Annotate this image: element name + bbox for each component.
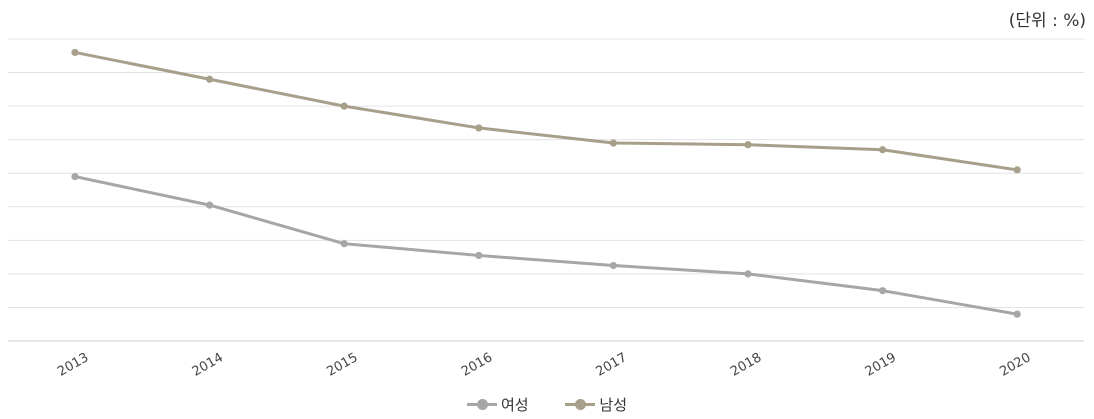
data-point — [609, 139, 618, 147]
data-point — [879, 287, 887, 295]
series-male — [71, 48, 1021, 174]
x-tick-label: 2019 — [863, 350, 899, 380]
data-point — [340, 240, 348, 248]
legend-swatch-female — [467, 399, 497, 410]
data-point — [609, 261, 618, 270]
x-tick-label: 2020 — [997, 350, 1033, 380]
x-tick-label: 2017 — [594, 350, 630, 380]
legend-label-male: 남성 — [599, 396, 627, 414]
legend-swatch-male — [565, 399, 596, 410]
series-line — [73, 175, 1019, 316]
gridlines — [8, 38, 1084, 342]
legend-marker-male — [575, 399, 587, 410]
x-tick-label: 2016 — [459, 350, 495, 380]
data-point — [206, 75, 214, 83]
legend: 여성 남성 — [0, 392, 1094, 415]
data-point — [206, 201, 214, 209]
legend-item-male: 남성 — [565, 394, 627, 415]
data-point — [879, 146, 887, 154]
legend-label-female: 여성 — [501, 396, 529, 414]
legend-marker-female — [477, 399, 488, 410]
data-point — [744, 270, 752, 278]
data-point — [340, 102, 348, 110]
unit-label: (단위 : %) — [1008, 11, 1086, 31]
data-point — [1013, 310, 1021, 318]
x-tick-label: 2018 — [728, 350, 764, 380]
x-tick-label: 2013 — [55, 350, 91, 380]
x-tick-label: 2014 — [190, 350, 226, 380]
data-point — [475, 251, 483, 260]
data-point — [71, 172, 79, 181]
series — [71, 48, 1021, 318]
x-tick-labels: 2013 2014 2015 2016 2017 2018 2019 2020 — [55, 350, 1033, 380]
series-female — [71, 172, 1021, 318]
data-point — [475, 124, 483, 132]
data-point — [1013, 166, 1021, 174]
x-tick-label: 2015 — [324, 350, 360, 380]
series-line — [73, 50, 1019, 172]
data-point — [71, 48, 79, 57]
legend-item-female: 여성 — [467, 394, 529, 415]
data-point — [744, 141, 752, 149]
